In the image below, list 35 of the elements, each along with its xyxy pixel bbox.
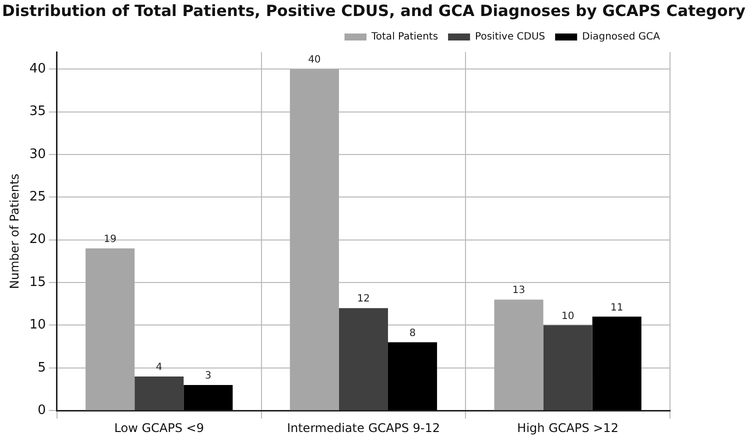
- data-label: 11: [610, 302, 624, 314]
- y-tick-label: 35: [29, 104, 46, 120]
- bar: [592, 316, 642, 410]
- legend-label: Total Patients: [370, 32, 438, 43]
- data-label: 10: [561, 310, 574, 322]
- data-label: 13: [512, 285, 526, 296]
- bar: [338, 308, 388, 410]
- data-label: 19: [104, 234, 116, 245]
- y-tick-label: 0: [38, 402, 46, 418]
- data-label: 3: [204, 370, 212, 382]
- y-tick-label: 20: [29, 232, 46, 248]
- legend-label: Positive CDUS: [475, 32, 546, 43]
- y-tick-label: 30: [29, 146, 46, 162]
- y-tick-label: 15: [29, 274, 46, 290]
- y-tick-label: 5: [38, 360, 46, 376]
- x-tick-label: High GCAPS >12: [517, 420, 618, 435]
- data-label: 40: [308, 54, 321, 66]
- bar: [86, 248, 135, 410]
- y-tick-label: 25: [29, 190, 46, 205]
- x-tick-label: Intermediate GCAPS 9-12: [286, 420, 440, 435]
- data-label: 12: [357, 294, 370, 305]
- x-tick-label: Low GCAPS <9: [114, 420, 204, 435]
- data-label: 8: [409, 328, 416, 339]
- y-tick-label: 10: [29, 318, 46, 333]
- bar: [494, 300, 544, 410]
- chart-title: Distribution of Total Patients, Positive CDUS, and GCA Diagnoses by GCAPS Category: [2, 2, 746, 20]
- bar: [388, 342, 438, 410]
- data-label: 4: [156, 362, 162, 374]
- bar: [134, 376, 184, 410]
- legend-label: Diagnosed GCA: [582, 32, 660, 43]
- bar: [290, 69, 339, 410]
- y-tick-label: 40: [29, 61, 46, 76]
- y-axis-title: Number of Patients: [7, 174, 22, 290]
- bar: [543, 325, 592, 410]
- bar: [184, 384, 233, 410]
